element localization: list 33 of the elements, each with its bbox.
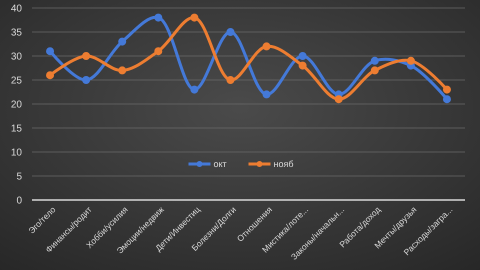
point	[82, 52, 90, 60]
y-tick-label: 15	[10, 124, 22, 134]
point	[370, 56, 379, 65]
point	[442, 95, 451, 104]
point	[226, 76, 234, 84]
point	[226, 28, 234, 36]
y-tick-label: 5	[16, 172, 22, 182]
point	[262, 90, 271, 98]
point	[118, 66, 126, 74]
legend-label: нояб	[274, 159, 294, 170]
point	[82, 76, 90, 84]
y-tick-label: 25	[10, 76, 22, 86]
point	[406, 56, 415, 65]
point	[46, 71, 54, 80]
point	[154, 47, 162, 56]
point	[298, 52, 307, 60]
y-tick-label: 40	[10, 4, 22, 14]
point	[262, 42, 271, 50]
point	[370, 66, 379, 74]
y-tick-label: 0	[16, 196, 22, 206]
point	[298, 62, 307, 70]
point	[154, 14, 162, 22]
point	[442, 86, 451, 94]
y-tick-label: 20	[10, 100, 22, 110]
point	[118, 38, 126, 46]
point	[190, 86, 198, 94]
y-tick-label: 10	[10, 148, 22, 158]
point	[334, 95, 343, 104]
y-tick-label: 30	[10, 52, 22, 62]
point	[190, 14, 198, 22]
point	[46, 47, 54, 56]
legend-label: окт	[214, 159, 227, 170]
y-tick-label: 35	[10, 28, 22, 38]
